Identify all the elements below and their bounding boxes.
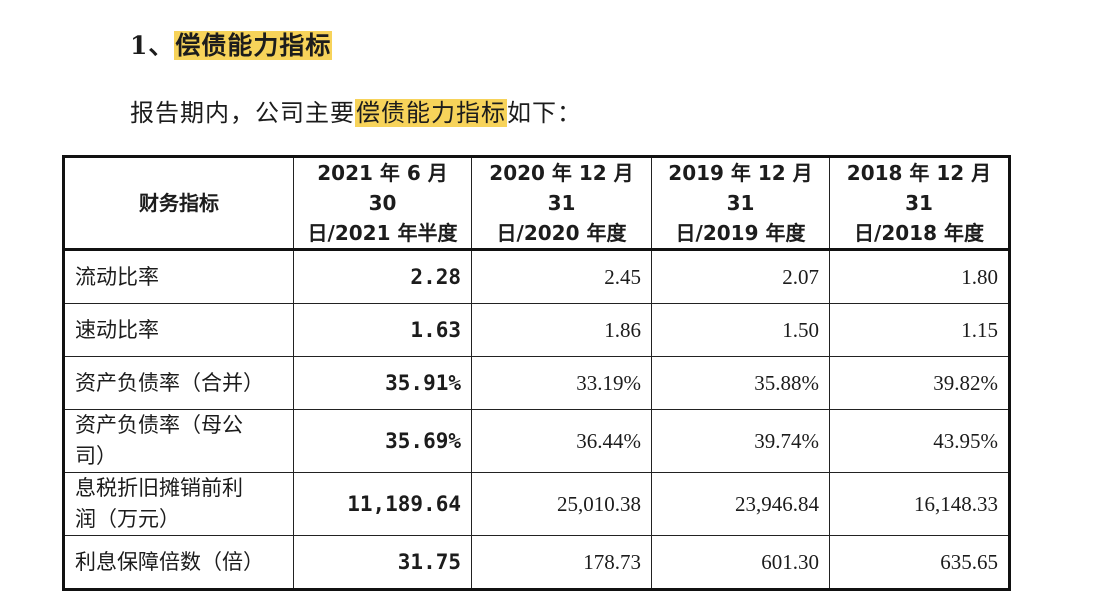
row-label: 息税折旧摊销前利 润（万元） xyxy=(63,472,294,536)
section-heading: 1、偿债能力指标 xyxy=(130,26,333,62)
cell-2019: 35.88% xyxy=(651,356,830,410)
cell-2020: 1.86 xyxy=(471,303,652,357)
cell-2019: 23,946.84 xyxy=(651,472,830,536)
cell-2018: 16,148.33 xyxy=(829,472,1010,536)
cell-2018: 43.95% xyxy=(829,409,1010,473)
intro-paragraph: 报告期内，公司主要偿债能力指标如下： xyxy=(130,93,582,128)
row-label: 速动比率 xyxy=(63,303,294,357)
intro-highlight: 偿债能力指标 xyxy=(355,99,507,127)
section-title-highlight: 偿债能力指标 xyxy=(174,31,333,60)
header-2018: 2018 年 12 月 31 日/2018 年度 xyxy=(829,156,1010,251)
row-label: 资产负债率（合并） xyxy=(63,356,294,410)
table-row: 流动比率 2.28 2.45 2.07 1.80 xyxy=(63,249,1010,304)
intro-text-before: 报告期内，公司主要 xyxy=(130,99,355,127)
header-2021h1: 2021 年 6 月 30 日/2021 年半度 xyxy=(293,156,472,251)
cell-2020: 25,010.38 xyxy=(471,472,652,536)
table-row: 利息保障倍数（倍） 31.75 178.73 601.30 635.65 xyxy=(63,535,1010,590)
row-label: 利息保障倍数（倍） xyxy=(63,535,294,590)
table-row: 资产负债率（母公 司） 35.69% 36.44% 39.74% 43.95% xyxy=(63,409,1010,473)
cell-2020: 33.19% xyxy=(471,356,652,410)
cell-2018: 635.65 xyxy=(829,535,1010,590)
cell-2019: 1.50 xyxy=(651,303,830,357)
cell-2019: 2.07 xyxy=(651,249,830,304)
header-indicator: 财务指标 xyxy=(63,156,294,251)
table-row: 资产负债率（合并） 35.91% 33.19% 35.88% 39.82% xyxy=(63,356,1010,410)
cell-2020: 2.45 xyxy=(471,249,652,304)
table-row: 息税折旧摊销前利 润（万元） 11,189.64 25,010.38 23,946… xyxy=(63,472,1010,536)
cell-2021h1: 11,189.64 xyxy=(293,472,472,536)
cell-2021h1: 35.91% xyxy=(293,356,472,410)
cell-2020: 178.73 xyxy=(471,535,652,590)
header-2020: 2020 年 12 月 31 日/2020 年度 xyxy=(471,156,652,251)
cell-2020: 36.44% xyxy=(471,409,652,473)
cell-2021h1: 2.28 xyxy=(293,249,472,304)
row-label: 流动比率 xyxy=(63,249,294,304)
section-number: 1、 xyxy=(130,31,175,60)
cell-2021h1: 35.69% xyxy=(293,409,472,473)
cell-2021h1: 1.63 xyxy=(293,303,472,357)
cell-2018: 1.80 xyxy=(829,249,1010,304)
table-row: 速动比率 1.63 1.86 1.50 1.15 xyxy=(63,303,1010,357)
cell-2018: 1.15 xyxy=(829,303,1010,357)
cell-2018: 39.82% xyxy=(829,356,1010,410)
header-2019: 2019 年 12 月 31 日/2019 年度 xyxy=(651,156,830,251)
table-header-row: 财务指标 2021 年 6 月 30 日/2021 年半度 2020 年 12 月… xyxy=(63,156,1010,251)
cell-2019: 601.30 xyxy=(651,535,830,590)
row-label: 资产负债率（母公 司） xyxy=(63,409,294,473)
cell-2019: 39.74% xyxy=(651,409,830,473)
cell-2021h1: 31.75 xyxy=(293,535,472,590)
intro-text-after: 如下： xyxy=(507,99,582,127)
solvency-indicator-table: 财务指标 2021 年 6 月 30 日/2021 年半度 2020 年 12 月… xyxy=(62,155,1011,591)
